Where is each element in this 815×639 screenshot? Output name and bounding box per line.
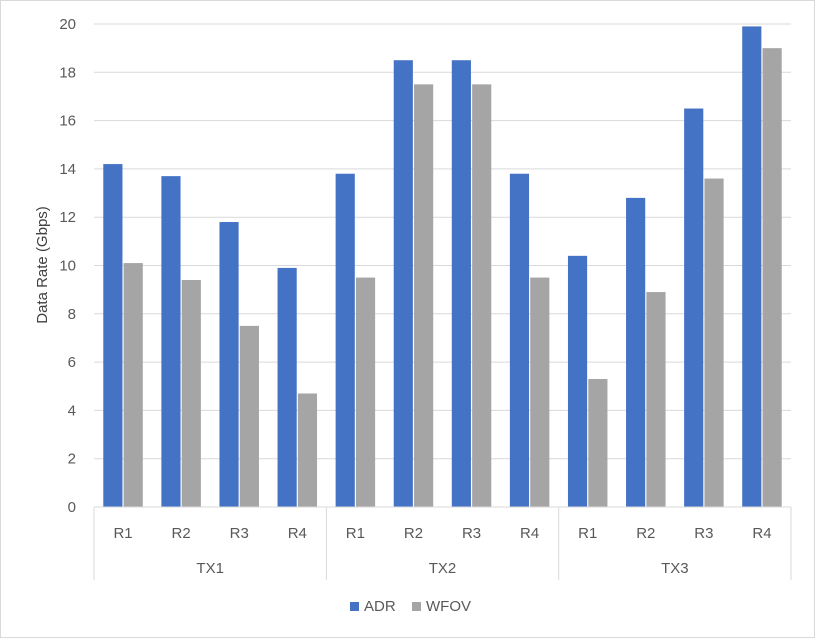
x-category-label: R4 <box>752 525 771 542</box>
y-tick-label: 16 <box>59 113 76 130</box>
gridlines <box>94 23 791 460</box>
bar-adr-tx3-r1 <box>567 255 588 507</box>
bar-wfov-tx1-r1 <box>123 263 143 507</box>
bar-adr-tx3-r2 <box>626 197 646 507</box>
y-tick-label: 8 <box>68 306 76 323</box>
bar-adr-tx1-r2 <box>161 176 181 507</box>
bar-adr-tx1-r1 <box>103 164 123 507</box>
bar-wfov-tx2-r1 <box>355 277 376 507</box>
bar-adr-tx2-r1 <box>335 173 355 508</box>
y-axis-title: Data Rate (Gbps) <box>34 206 51 324</box>
x-group-label: TX1 <box>196 560 224 577</box>
y-tick-label: 10 <box>59 258 76 275</box>
y-tick-label: 20 <box>59 16 76 33</box>
bar-adr-tx3-r4 <box>742 26 762 507</box>
x-category-label: R2 <box>636 525 655 542</box>
x-category-label: R1 <box>113 525 132 542</box>
x-category-label: R2 <box>172 525 191 542</box>
x-category-label: R4 <box>288 525 307 542</box>
y-tick-label: 0 <box>68 499 76 516</box>
bar-adr-tx2-r3 <box>451 60 471 507</box>
bar-adr-tx1-r3 <box>219 222 239 507</box>
bar-wfov-tx2-r3 <box>472 84 492 507</box>
bar-wfov-tx1-r4 <box>297 393 318 507</box>
bar-wfov-tx2-r4 <box>530 277 550 507</box>
bar-wfov-tx3-r4 <box>762 48 782 508</box>
bar-wfov-tx3-r3 <box>704 178 724 507</box>
bars <box>103 26 782 508</box>
bar-wfov-tx1-r3 <box>239 325 259 507</box>
y-tick-label: 2 <box>68 451 76 468</box>
legend: ADR WFOV <box>350 598 471 615</box>
y-tick-label: 4 <box>68 402 76 419</box>
x-category-label: R3 <box>230 525 249 542</box>
bar-wfov-tx1-r2 <box>181 279 201 507</box>
y-tick-label: 12 <box>59 209 76 226</box>
x-category-label: R1 <box>346 525 365 542</box>
legend-label-wfov: WFOV <box>426 598 471 615</box>
bar-wfov-tx3-r1 <box>588 379 608 507</box>
x-category-label: R1 <box>578 525 597 542</box>
y-tick-label: 14 <box>59 161 76 178</box>
bar-adr-tx2-r2 <box>393 60 413 507</box>
bar-adr-tx3-r3 <box>684 108 704 508</box>
y-tick-label: 18 <box>59 64 76 81</box>
x-category-label: R3 <box>462 525 481 542</box>
x-category-label: R4 <box>520 525 539 542</box>
x-category-label: R3 <box>694 525 713 542</box>
x-group-label: TX2 <box>429 560 457 577</box>
axes: 0 2 4 6 8 10 12 14 16 18 20 R1 R2 R3 R4 R1 R2 R3 R4 R1 R2 R3 R… <box>59 16 792 580</box>
legend-swatch-adr <box>350 602 359 611</box>
bar-wfov-tx3-r2 <box>646 292 666 507</box>
y-tick-label: 6 <box>68 354 76 371</box>
legend-swatch-wfov <box>412 602 421 611</box>
x-group-label: TX3 <box>661 560 689 577</box>
x-category-label: R2 <box>404 525 423 542</box>
legend-label-adr: ADR <box>364 598 396 615</box>
bar-adr-tx2-r4 <box>509 173 530 508</box>
bar-wfov-tx2-r2 <box>414 84 434 507</box>
bar-adr-tx1-r4 <box>277 267 297 507</box>
